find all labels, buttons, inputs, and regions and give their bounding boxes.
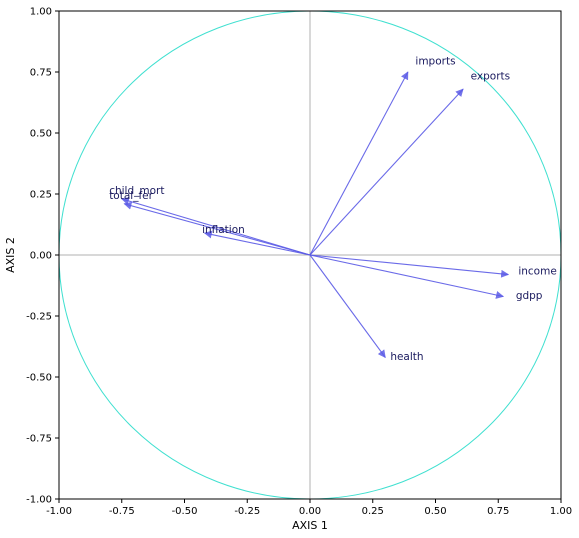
arrow-exports <box>309 88 464 256</box>
y-axis-label: AXIS 2 <box>4 237 17 273</box>
y-tick-label: 0.00 <box>30 251 52 262</box>
y-tick-label: 0.75 <box>30 68 52 79</box>
x-tick-label: -1.00 <box>46 506 72 517</box>
x-tick-label: -0.25 <box>234 506 260 517</box>
y-tick-label: -1.00 <box>26 495 52 506</box>
arrow-total-fer <box>123 201 311 256</box>
label-exports: exports <box>471 70 510 82</box>
arrow-inflation <box>203 230 311 256</box>
y-tick-label: 0.50 <box>30 129 52 140</box>
y-tick-label: -0.25 <box>26 312 52 323</box>
x-tick-label: -0.50 <box>172 506 198 517</box>
x-tick-label: -0.75 <box>109 506 135 517</box>
x-tick-label: 0.00 <box>299 506 321 517</box>
label-income: income <box>518 266 556 278</box>
label-gdpp: gdpp <box>516 290 543 302</box>
y-tick-label: 1.00 <box>30 7 52 18</box>
x-axis-ticks: -1.00 -0.75 -0.50 -0.25 0.00 0.25 0.50 0.75 1.00 <box>46 499 572 517</box>
arrow-gdpp <box>309 254 505 299</box>
x-tick-label: 0.25 <box>362 506 384 517</box>
y-axis-ticks: 1.00 0.75 0.50 0.25 0.00 -0.25 -0.50 -0.75 -1.00 <box>26 7 59 506</box>
variable-arrows <box>120 71 510 359</box>
label-total-fer: total_fer <box>109 190 153 202</box>
x-axis-label: AXIS 1 <box>292 519 328 532</box>
x-tick-label: 0.75 <box>487 506 509 517</box>
y-tick-label: -0.75 <box>26 434 52 445</box>
arrow-income <box>309 254 510 278</box>
arrow-child-mort <box>120 197 311 256</box>
x-tick-label: 1.00 <box>550 506 572 517</box>
label-health: health <box>390 351 423 363</box>
y-tick-label: -0.50 <box>26 373 52 384</box>
arrow-health <box>309 254 386 359</box>
label-child-mort: child_mort <box>109 185 164 197</box>
label-inflation: inflation <box>202 224 245 236</box>
arrow-imports <box>309 71 409 256</box>
label-imports: imports <box>415 56 455 68</box>
variable-labels: imports exports child_morttotal_ferinflati… <box>109 56 557 363</box>
y-tick-label: 0.25 <box>30 190 52 201</box>
x-tick-label: 0.50 <box>424 506 446 517</box>
